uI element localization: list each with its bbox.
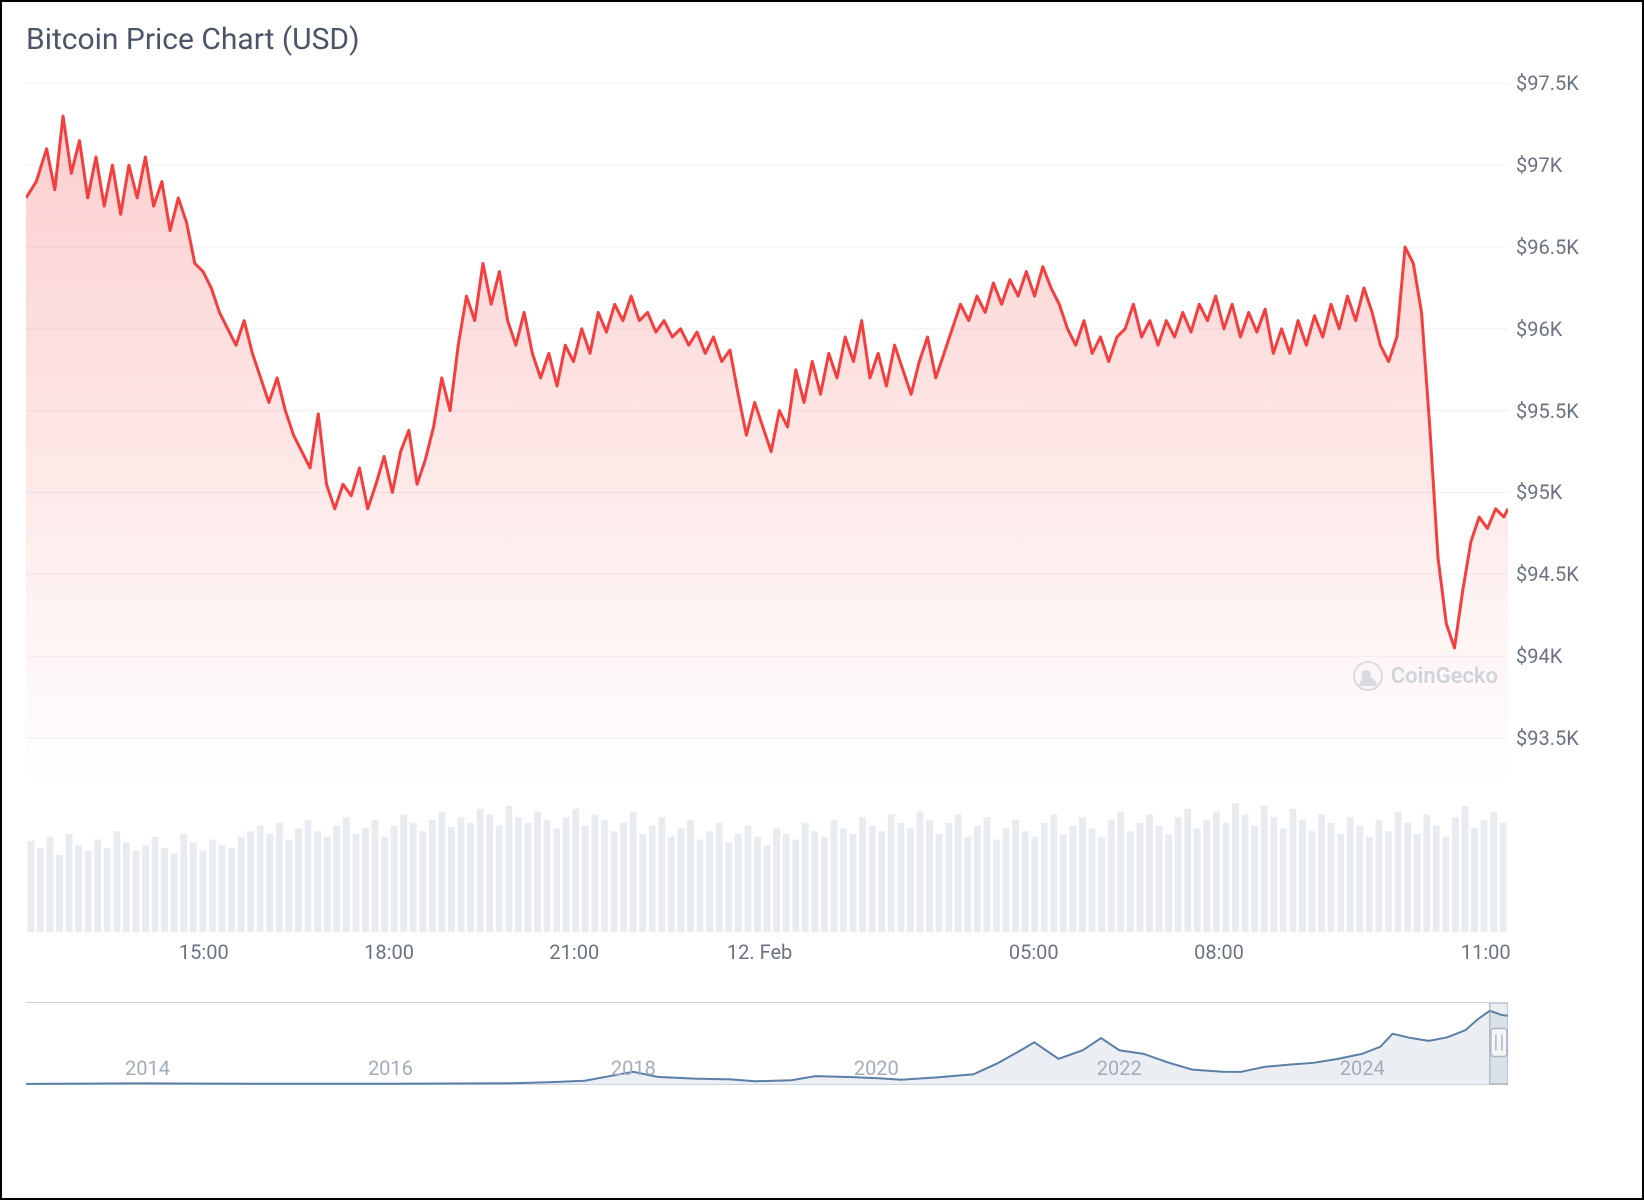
navigator-tick-label: 2014 <box>125 1056 170 1080</box>
navigator-tick-label: 2018 <box>611 1056 656 1080</box>
y-tick-label: $97.5K <box>1516 71 1579 95</box>
navigator-tick-label: 2020 <box>854 1056 899 1080</box>
volume-chart-svg <box>26 792 1508 932</box>
y-tick-label: $95.5K <box>1516 399 1579 423</box>
x-tick-label: 08:00 <box>1194 940 1244 964</box>
y-tick-label: $97K <box>1516 153 1562 177</box>
chart-title: Bitcoin Price Chart (USD) <box>26 22 1618 57</box>
y-tick-label: $94.5K <box>1516 562 1579 586</box>
x-tick-label: 11:00 <box>1461 940 1511 964</box>
price-chart-area[interactable]: CoinGecko $93.5K$94K$94.5K$95K$95.5K$96K… <box>26 67 1618 787</box>
volume-chart-area[interactable] <box>26 792 1618 932</box>
y-tick-label: $95K <box>1516 480 1562 504</box>
y-axis: $93.5K $94K $94.5K $95K $95.5K $96K $96.5K $97K… <box>1508 67 1618 787</box>
y-tick-label: $96.5K <box>1516 235 1579 259</box>
x-axis: 15:00 18:00 21:00 12. Feb 05:00 08:00 11:00 <box>26 932 1618 982</box>
chart-frame: Bitcoin Price Chart (USD) CoinGecko $93.… <box>0 0 1644 1200</box>
x-tick-label: 15:00 <box>179 940 229 964</box>
x-tick-label: 18:00 <box>364 940 414 964</box>
navigator-tick-label: 2022 <box>1097 1056 1142 1080</box>
price-chart-svg <box>26 67 1508 787</box>
y-tick-label: $96K <box>1516 317 1562 341</box>
x-tick-label: 12. Feb <box>727 940 792 964</box>
y-tick-label: $93.5K <box>1516 726 1579 750</box>
navigator-tick-label: 2024 <box>1340 1056 1385 1080</box>
navigator-area[interactable]: 2014 2016 2018 2020 2022 2024 <box>26 1002 1618 1122</box>
navigator-svg <box>26 1003 1508 1122</box>
x-tick-label: 05:00 <box>1009 940 1059 964</box>
y-tick-label: $94K <box>1516 644 1562 668</box>
navigator-tick-label: 2016 <box>368 1056 413 1080</box>
x-tick-label: 21:00 <box>549 940 599 964</box>
